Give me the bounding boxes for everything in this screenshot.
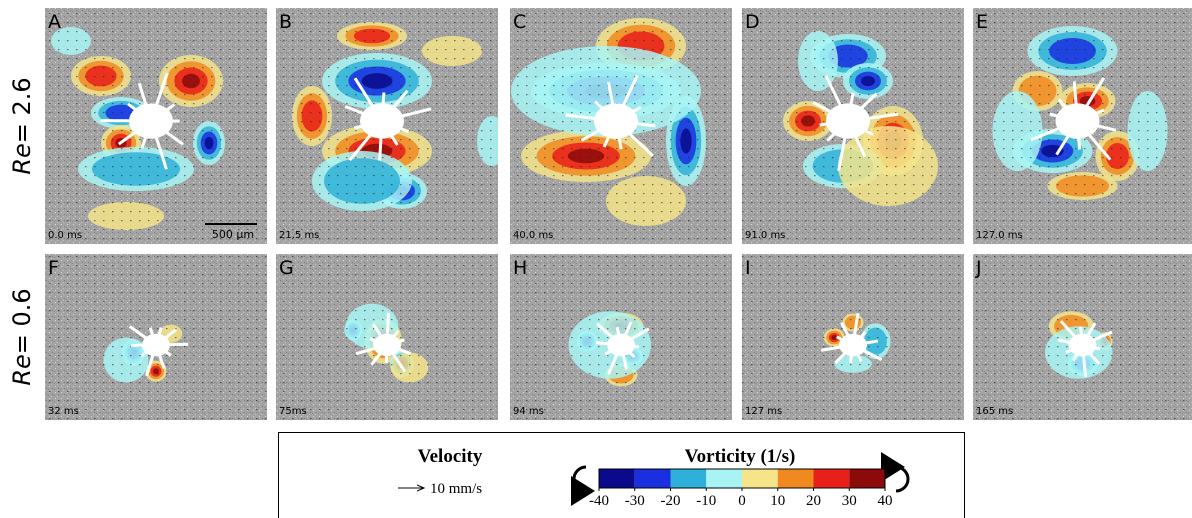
colorbar-segment — [635, 469, 671, 488]
vorticity-title: Vorticity (1/s) — [685, 446, 796, 467]
panel: D 91.0 ms — [742, 8, 964, 244]
panel-time: 40.0 ms — [513, 230, 553, 241]
figure: A 0.0 ms 500 μm B 21.5 ms C 40.0 ms D 91.0 ms E 12… — [0, 0, 1192, 518]
panel-time: 94 ms — [513, 406, 544, 417]
panel-image — [742, 8, 964, 244]
panel-letter: D — [745, 11, 760, 33]
panel: B 21.5 ms — [276, 8, 507, 244]
row-labels: Re= 2.6Re= 0.6 — [8, 77, 36, 385]
panel-letter: B — [279, 11, 292, 33]
velocity-scale: 10 mm/s — [430, 481, 482, 497]
panel-letter: C — [513, 11, 526, 33]
particle-spike — [1078, 121, 1080, 150]
panel-letter: H — [513, 257, 527, 279]
row-label-symbol: Re — [8, 143, 36, 174]
panel-time: 127.0 ms — [976, 230, 1023, 241]
scale-bar-label: 500 μm — [212, 228, 254, 241]
panel-time: 75ms — [279, 406, 307, 417]
row-label-symbol: Re — [8, 354, 36, 385]
particle-spike — [387, 313, 388, 345]
panel-time: 127 ms — [745, 406, 782, 417]
panel-time: 91.0 ms — [745, 230, 785, 241]
colorbar-tick-label: 40 — [878, 493, 893, 509]
colorbar-segment — [849, 469, 885, 488]
panel: F 32 ms — [45, 254, 267, 420]
panel: J 165 ms — [973, 254, 1192, 420]
colorbar-segment — [671, 469, 707, 488]
panel: C 40.0 ms — [510, 8, 732, 244]
colorbar-tick-label: -10 — [696, 493, 716, 509]
panel-image — [45, 8, 267, 244]
panel: I 127 ms — [742, 254, 964, 420]
row-label: Re= 0.6 — [8, 288, 36, 385]
panel-image — [973, 254, 1192, 420]
colorbar-segment — [742, 469, 778, 488]
panel: H 94 ms — [510, 254, 732, 420]
colorbar-tick-label: 10 — [770, 493, 785, 509]
particle-spike — [621, 345, 639, 347]
row-label: Re= 2.6 — [8, 77, 36, 174]
panel-image — [510, 254, 732, 420]
colorbar-tick-label: -30 — [625, 493, 645, 509]
panel: E 127.0 ms — [973, 8, 1192, 244]
particle-spike — [156, 344, 188, 345]
colorbar-segment — [706, 469, 742, 488]
panel-time: 32 ms — [48, 406, 79, 417]
panel-image — [45, 254, 267, 420]
panel-image — [510, 8, 732, 244]
panel-image — [742, 254, 964, 420]
panel-letter: A — [48, 11, 61, 33]
colorbar-tick-label: -40 — [589, 493, 609, 509]
panel-letter: I — [745, 257, 751, 279]
panel-time: 165 ms — [976, 406, 1013, 417]
particle-spike — [1081, 327, 1083, 345]
colorbar-tick-label: 30 — [842, 493, 857, 509]
row-label-value: = 2.6 — [8, 77, 36, 143]
row-label-value: = 0.6 — [8, 288, 36, 354]
panel: A 0.0 ms 500 μm — [45, 8, 267, 244]
panel-time: 0.0 ms — [48, 230, 82, 241]
colorbar-segment — [814, 469, 850, 488]
panel-image — [973, 8, 1192, 244]
colorbar-tick-label: -20 — [661, 493, 681, 509]
panel-letter: G — [279, 257, 294, 279]
panel-letter: F — [48, 257, 59, 279]
colorbar-segment — [599, 469, 635, 488]
panels: A 0.0 ms 500 μm B 21.5 ms C 40.0 ms D 91.0 ms E 12… — [45, 8, 1192, 420]
colorbar-tick-label: 0 — [738, 493, 746, 509]
colorbar-segment — [778, 469, 814, 488]
colorbar-tick-label: 20 — [806, 493, 821, 509]
panel-time: 21.5 ms — [279, 230, 319, 241]
velocity-title: Velocity — [418, 446, 483, 467]
panel-letter: E — [976, 11, 988, 33]
panel: G 75ms — [276, 254, 498, 420]
panel-image — [276, 254, 498, 420]
panel-image — [276, 8, 507, 244]
panel-letter: J — [975, 257, 982, 279]
